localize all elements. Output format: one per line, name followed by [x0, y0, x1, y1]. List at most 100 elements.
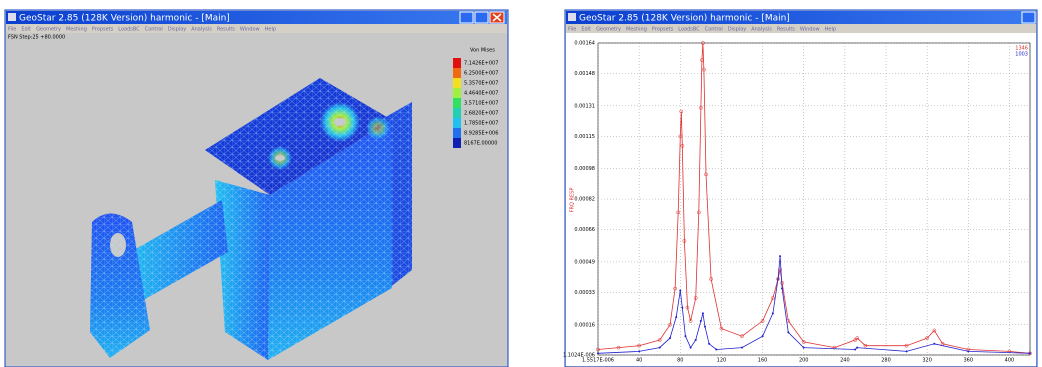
y-axis-label: FRQ RESP — [570, 188, 576, 213]
legend-label: 3.5710E+007 — [464, 101, 498, 107]
menu-item[interactable]: Control — [705, 27, 723, 33]
data-point — [803, 347, 805, 349]
menu-item[interactable]: Meshing — [66, 27, 87, 33]
menu-item[interactable]: Geometry — [596, 27, 621, 33]
data-point — [854, 349, 856, 351]
legend-label: 2.6820E+007 — [464, 111, 498, 117]
app-icon — [568, 13, 576, 21]
data-point — [638, 351, 640, 353]
data-point — [700, 320, 702, 322]
legend-label: 4.4640E+007 — [464, 91, 498, 97]
minimize-button[interactable] — [1022, 12, 1035, 23]
legend-label: 8.9285E+006 — [464, 131, 498, 137]
left-window: GeoStar 2.85 (128K Version) harmonic - [… — [5, 10, 508, 367]
legend-swatch — [453, 68, 461, 78]
menu-item[interactable]: Results — [777, 27, 795, 33]
data-point — [715, 349, 717, 351]
menu-item[interactable]: Control — [145, 27, 163, 33]
data-point — [741, 347, 743, 349]
right-window: GeoStar 2.85 (128K Version) harmonic - [… — [563, 10, 1037, 367]
menu-item[interactable]: Display — [168, 27, 186, 33]
menu-item[interactable]: Analysis — [191, 27, 212, 33]
y-tick-label: 0.00016 — [574, 322, 595, 328]
legend-label: 1003 — [1015, 52, 1028, 58]
x-tick-label: 240 — [840, 358, 850, 364]
legend-swatch — [453, 108, 461, 118]
data-point — [856, 347, 858, 349]
y-tick-label: 0.00066 — [574, 227, 595, 233]
data-point — [690, 347, 692, 349]
data-point — [675, 316, 677, 318]
y-tick-label: 0.00033 — [574, 290, 595, 296]
menu-item[interactable]: Window — [240, 27, 260, 33]
x-tick-label: 200 — [799, 358, 809, 364]
menu-item[interactable]: Results — [217, 27, 235, 33]
x-tick-label: 320 — [922, 358, 932, 364]
legend-swatch — [453, 88, 461, 98]
app-icon — [8, 13, 16, 21]
minimize-button[interactable] — [460, 12, 473, 23]
x-tick-label: 120 — [717, 358, 727, 364]
legend-swatch — [453, 98, 461, 108]
data-point — [679, 290, 681, 292]
menu-item[interactable]: File — [8, 27, 16, 33]
x-tick-label: 80 — [677, 358, 683, 364]
y-tick-label: 0.00131 — [574, 103, 595, 109]
legend-label: 6.2500E+007 — [464, 71, 498, 77]
legend-swatch — [453, 128, 461, 138]
y-tick-label: 0.00098 — [574, 166, 595, 172]
menu-item[interactable]: Geometry — [36, 27, 61, 33]
legend-label: 8167E.00000 — [464, 141, 497, 147]
data-point — [1029, 353, 1031, 355]
data-point — [597, 353, 599, 355]
legend-swatch — [453, 78, 461, 88]
menu-item[interactable]: Meshing — [626, 27, 647, 33]
data-point — [704, 326, 706, 328]
menu-item[interactable]: LoadsBC — [118, 27, 140, 33]
legend-label: 5.3570E+007 — [464, 81, 498, 87]
menu-item[interactable]: Propsets — [92, 27, 114, 33]
window-title: GeoStar 2.85 (128K Version) harmonic - [… — [19, 14, 230, 24]
status-text: FSN Step:25 +80.0000 — [8, 35, 65, 41]
menu-item[interactable]: Window — [800, 27, 820, 33]
menu-item[interactable]: Edit — [581, 27, 591, 33]
menu-item[interactable]: File — [568, 27, 576, 33]
data-point — [708, 343, 710, 345]
data-point — [762, 335, 764, 337]
y-tick-label: 0.00148 — [574, 71, 595, 77]
menu-item[interactable]: Analysis — [751, 27, 772, 33]
plot-window — [566, 33, 1036, 366]
menu-item[interactable]: Propsets — [652, 27, 674, 33]
legend-label: 7.1426E+007 — [464, 61, 498, 67]
y-tick-label: 0.00115 — [574, 134, 595, 140]
maximize-button[interactable] — [475, 12, 488, 23]
menu-item[interactable]: LoadsBC — [678, 27, 700, 33]
data-point — [967, 351, 969, 353]
data-point — [702, 313, 704, 315]
legend-title: Von Mises — [470, 48, 495, 54]
screen: GeoStar 2.85 (128K Version) harmonic - [… — [0, 0, 1042, 367]
legend-swatch — [453, 138, 461, 148]
x-tick-label: 360 — [964, 358, 974, 364]
data-point — [779, 255, 781, 257]
legend-swatch — [453, 58, 461, 68]
menu-item[interactable]: Help — [265, 27, 276, 33]
data-point — [682, 307, 684, 309]
data-point — [934, 343, 936, 345]
data-point — [695, 339, 697, 341]
x-tick-label: 280 — [881, 358, 891, 364]
data-point — [777, 278, 779, 280]
menu-item[interactable]: Display — [728, 27, 746, 33]
y-tick-label: 0.00049 — [574, 259, 595, 265]
menu-item[interactable]: Edit — [21, 27, 31, 33]
data-point — [906, 351, 908, 353]
x-tick-label: 40 — [636, 358, 642, 364]
x-tick-label: 400 — [1005, 358, 1015, 364]
data-point — [659, 347, 661, 349]
data-point — [772, 313, 774, 315]
x-tick-label: 160 — [758, 358, 768, 364]
y-tick-label: 0.00164 — [574, 41, 595, 47]
legend-label: 1.7850E+007 — [464, 121, 498, 127]
data-point — [669, 337, 671, 339]
menu-item[interactable]: Help — [825, 27, 836, 33]
